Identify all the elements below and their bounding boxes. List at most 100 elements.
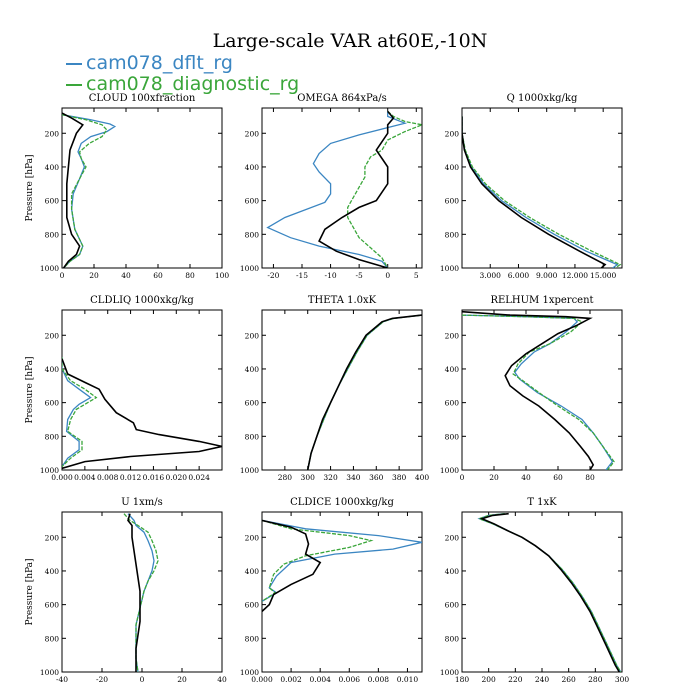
- chart-title: T 1xK: [527, 497, 557, 508]
- x-tick-label: 0.000: [51, 473, 73, 482]
- chart-title: CLDLIQ 1000xkg/kg: [90, 295, 194, 306]
- x-tick-label: 100: [215, 271, 230, 280]
- x-tick-label: 40: [217, 675, 227, 684]
- legend-swatch: [66, 83, 82, 86]
- y-tick-label: 200: [445, 331, 460, 340]
- y-tick-label: 800: [445, 634, 460, 643]
- x-tick-label: 380: [392, 473, 407, 482]
- y-tick-label: 400: [245, 365, 260, 374]
- chart-title: Q 1000xkg/kg: [507, 93, 578, 104]
- x-tick-label: 20: [177, 675, 187, 684]
- x-tick-label: 0.016: [143, 473, 165, 482]
- series-line: [462, 314, 615, 470]
- y-tick-label: 200: [245, 331, 260, 340]
- x-tick-label: 6.000: [508, 271, 530, 280]
- y-tick-label: 800: [445, 432, 460, 441]
- series-line: [477, 513, 622, 672]
- y-tick-label: 800: [445, 230, 460, 239]
- page-title: Large-scale VAR at60E,-10N: [212, 30, 488, 52]
- x-tick-label: 5: [414, 271, 419, 280]
- series-line: [462, 116, 622, 268]
- x-tick-label: 260: [562, 675, 577, 684]
- plot-frame: [261, 107, 423, 269]
- y-tick-label: 400: [245, 567, 260, 576]
- x-tick-label: 340: [346, 473, 361, 482]
- y-tick-label: 1000: [40, 264, 59, 273]
- x-tick-label: 180: [455, 675, 470, 684]
- y-tick-label: 200: [445, 533, 460, 542]
- x-tick-label: 320: [323, 473, 338, 482]
- x-tick-label: 60: [553, 473, 563, 482]
- y-tick-label: 800: [245, 230, 260, 239]
- x-tick-label: 0: [140, 675, 145, 684]
- plot-frame: [261, 511, 423, 673]
- x-tick-label: 280: [588, 675, 603, 684]
- y-tick-label: 200: [45, 129, 60, 138]
- x-tick-label: 280: [278, 473, 293, 482]
- chart-title: RELHUM 1xpercent: [490, 295, 593, 306]
- x-tick-label: 15.000: [590, 271, 616, 280]
- x-tick-label: 0.006: [339, 675, 361, 684]
- chart-title: CLOUD 100xfraction: [89, 93, 196, 104]
- x-tick-label: 0.008: [368, 675, 390, 684]
- series-line: [462, 310, 595, 470]
- plot-frame: [261, 309, 423, 471]
- series-line: [62, 358, 222, 470]
- y-tick-label: 400: [445, 365, 460, 374]
- chart-title: CLDICE 1000xkg/kg: [290, 497, 394, 508]
- y-tick-label: 800: [45, 432, 60, 441]
- chart-panel: CLOUD 100xfraction Pressure [hPa] 200 40 0 60…: [25, 93, 229, 280]
- x-tick-label: 220: [508, 675, 523, 684]
- y-tick-label: 200: [45, 331, 60, 340]
- x-tick-label: 300: [301, 473, 316, 482]
- y-tick-label: 600: [45, 399, 60, 408]
- series-line: [262, 519, 322, 612]
- series-line: [127, 513, 141, 672]
- x-tick-label: 0: [60, 271, 65, 280]
- series-line: [62, 112, 84, 268]
- x-tick-label: 0.020: [166, 473, 188, 482]
- series-line: [62, 357, 98, 468]
- x-tick-label: 0.004: [74, 473, 96, 482]
- plot-frame: [461, 309, 623, 471]
- x-tick-label: 9.000: [536, 271, 558, 280]
- y-tick-label: 800: [45, 230, 60, 239]
- x-tick-label: 300: [615, 675, 630, 684]
- series-line: [62, 114, 117, 268]
- chart-panel: OMEGA 864xPa/s 200 400 600 800 1000 -20 -15 -10 -…: [240, 93, 423, 280]
- series-line: [318, 110, 395, 268]
- y-tick-label: 400: [45, 365, 60, 374]
- chart-panel: CLDLIQ 1000xkg/kg Pressure [hPa] 200 400 600…: [25, 295, 223, 482]
- y-tick-label: 200: [45, 533, 60, 542]
- series-line: [462, 314, 614, 470]
- plot-frame: [61, 107, 223, 269]
- x-tick-label: 3.000: [479, 271, 501, 280]
- y-tick-label: 1000: [40, 466, 59, 475]
- series-line: [306, 314, 422, 470]
- x-tick-label: -5: [355, 271, 363, 280]
- x-tick-label: -10: [325, 271, 337, 280]
- x-tick-label: -15: [296, 271, 308, 280]
- chart-title: THETA 1.0xK: [308, 295, 377, 306]
- y-tick-label: 600: [45, 197, 60, 206]
- y-tick-label: 600: [445, 601, 460, 610]
- x-tick-label: 200: [482, 675, 497, 684]
- y-tick-label: 1000: [440, 668, 459, 677]
- y-tick-label: 1000: [240, 668, 259, 677]
- series-line: [62, 357, 92, 467]
- plot-frame: [61, 309, 223, 471]
- x-tick-label: 0: [385, 271, 390, 280]
- legend-item-dflt: cam078_dflt_rg: [66, 52, 233, 74]
- series-line: [462, 116, 607, 268]
- y-axis-label: Pressure [hPa]: [25, 558, 35, 625]
- y-tick-label: 600: [45, 601, 60, 610]
- x-tick-label: 12.000: [562, 271, 588, 280]
- y-tick-label: 1000: [240, 466, 259, 475]
- x-tick-label: 40: [121, 271, 131, 280]
- y-axis-label: Pressure [hPa]: [25, 154, 35, 221]
- x-tick-label: 400: [415, 473, 430, 482]
- y-tick-label: 1000: [40, 668, 59, 677]
- series-line: [262, 519, 374, 602]
